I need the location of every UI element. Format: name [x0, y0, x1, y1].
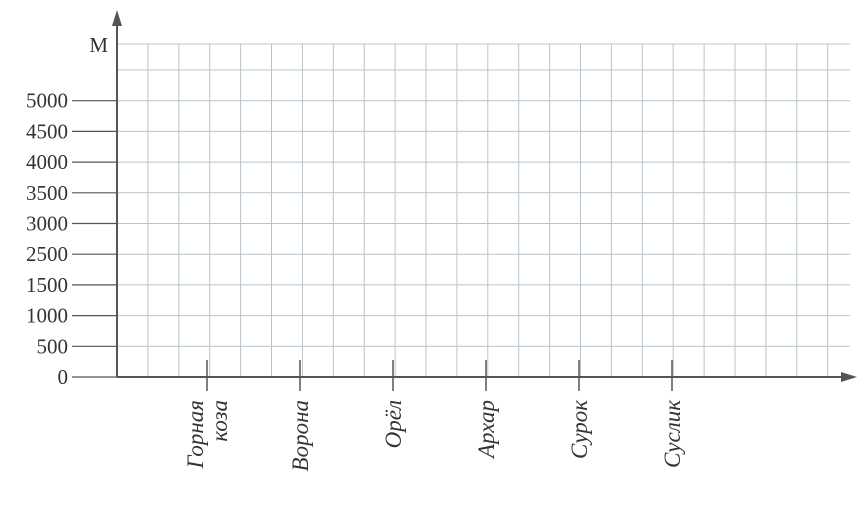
- category-label: Орёл: [381, 400, 406, 448]
- category-label: Суслик: [660, 400, 685, 468]
- category-label: Ворона: [288, 400, 313, 471]
- x-axis-arrow: [841, 372, 857, 382]
- y-tick-label: 0: [58, 365, 69, 389]
- category-label: Архар: [474, 400, 499, 460]
- category-label: Горная: [183, 400, 208, 470]
- y-tick-label: 3000: [26, 212, 68, 236]
- y-axis-arrow: [112, 10, 122, 26]
- y-tick-label: 500: [37, 334, 69, 358]
- y-tick-label: 1000: [26, 304, 68, 328]
- y-tick-label: 4000: [26, 150, 68, 174]
- y-tick-label: 5000: [26, 89, 68, 113]
- axis-unit: М: [89, 33, 108, 57]
- grid: [117, 43, 850, 377]
- category-label: коза: [207, 400, 232, 442]
- y-tick-label: 2500: [26, 242, 68, 266]
- category-label: Сурок: [567, 400, 592, 459]
- y-tick-label: 3500: [26, 181, 68, 205]
- y-tick-label: 4500: [26, 119, 68, 143]
- y-tick-label: 1500: [26, 273, 68, 297]
